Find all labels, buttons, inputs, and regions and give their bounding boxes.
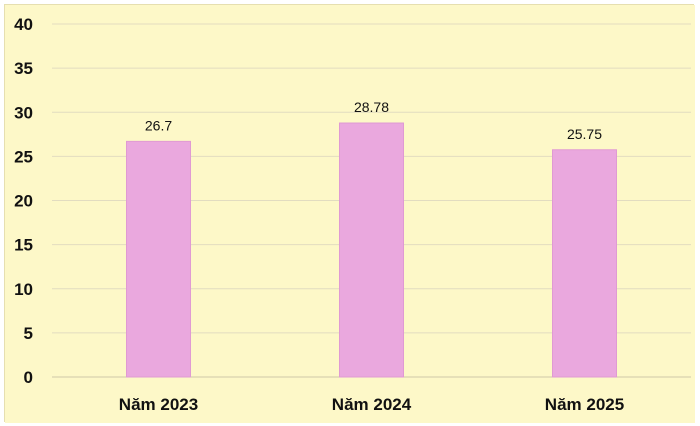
y-tick-label: 40: [14, 15, 33, 34]
x-category-label: Năm 2024: [332, 395, 412, 414]
data-label: 26.7: [145, 117, 172, 133]
x-axis-categories: Năm 2023 Năm 2024 Năm 2025: [119, 395, 624, 414]
y-tick-label: 30: [14, 103, 33, 122]
y-axis-ticks: 0 5 10 15 20 25 30 35 40: [14, 15, 33, 387]
y-tick-label: 20: [14, 192, 33, 211]
y-tick-label: 35: [14, 59, 33, 78]
bar: [339, 122, 404, 378]
bars: [126, 122, 617, 378]
data-labels: 26.7 28.78 25.75: [145, 99, 602, 142]
y-tick-label: 10: [14, 280, 33, 299]
y-tick-label: 5: [24, 324, 33, 343]
bar-chart: 0 5 10 15 20 25 30 35 40 26.7 28.78 25.75 Năm 2023…: [5, 5, 695, 423]
bar: [552, 149, 617, 378]
data-label: 25.75: [567, 126, 602, 142]
data-label: 28.78: [354, 99, 389, 115]
y-tick-label: 0: [24, 368, 33, 387]
y-tick-label: 15: [14, 236, 33, 255]
x-category-label: Năm 2025: [545, 395, 624, 414]
bar: [126, 140, 191, 378]
x-category-label: Năm 2023: [119, 395, 198, 414]
y-tick-label: 25: [14, 147, 33, 166]
chart-frame: 0 5 10 15 20 25 30 35 40 26.7 28.78 25.75 Năm 2023…: [4, 4, 695, 423]
